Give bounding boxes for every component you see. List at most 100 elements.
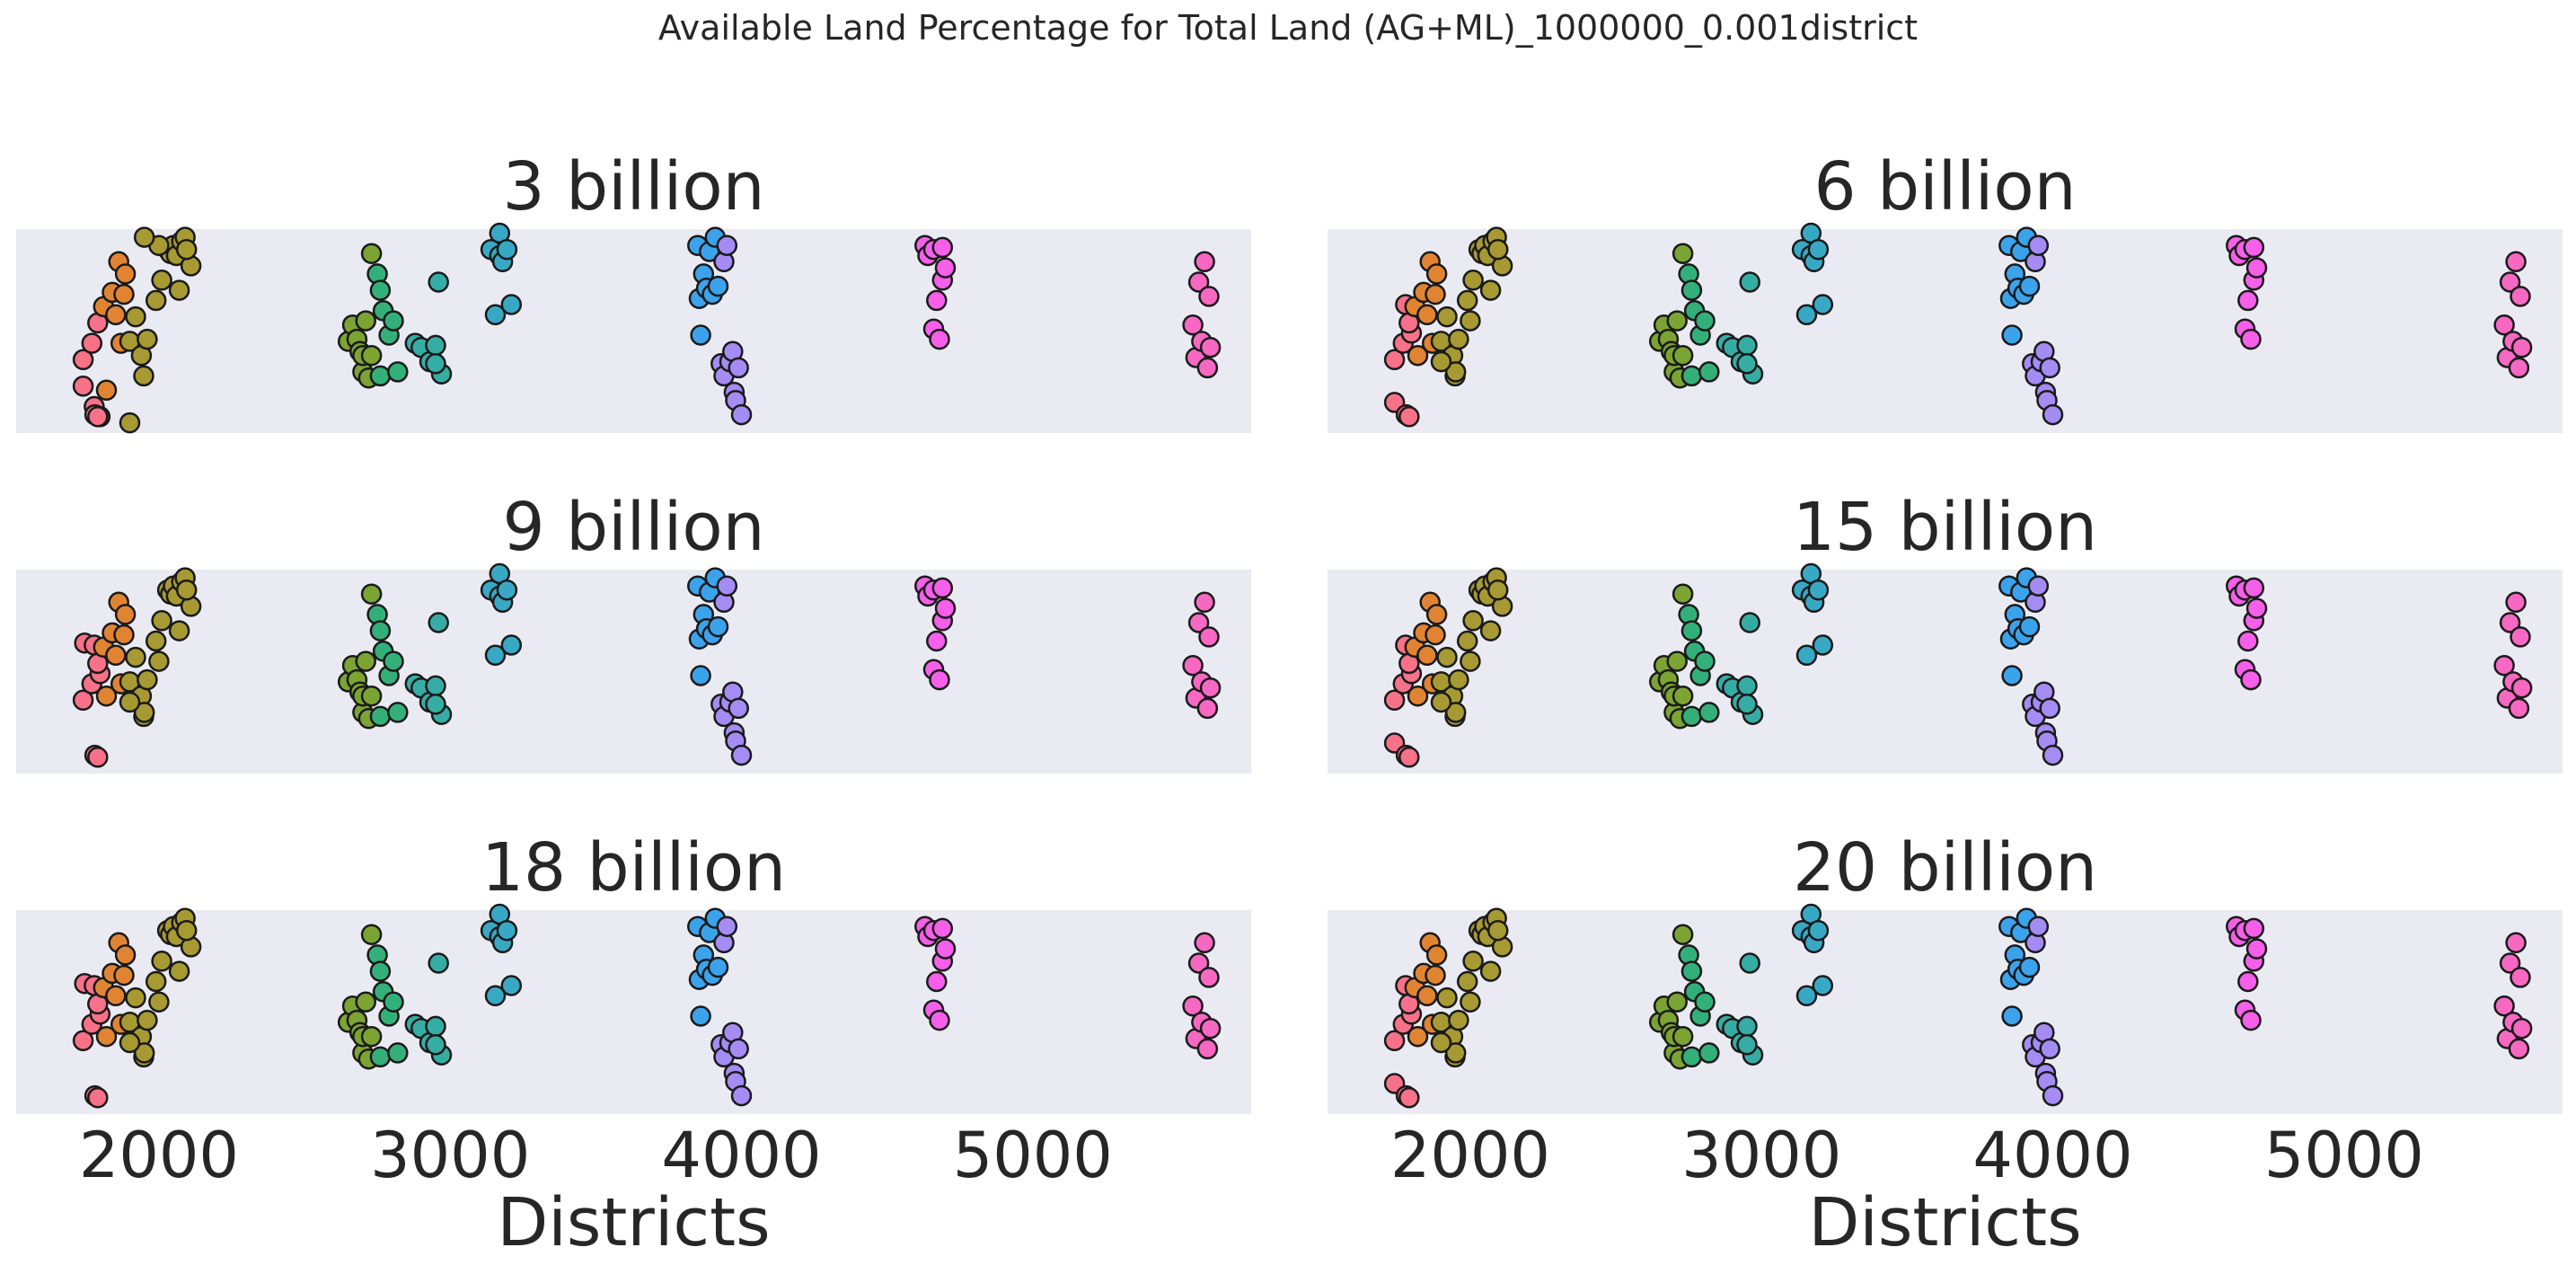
data-point	[1456, 289, 1478, 312]
data-point	[1479, 279, 1502, 301]
data-point	[1698, 1042, 1720, 1064]
data-point	[428, 271, 449, 293]
data-point	[113, 624, 135, 646]
panel-title: 15 billion	[1793, 489, 2097, 566]
data-point	[1739, 612, 1760, 633]
data-point	[484, 985, 507, 1007]
data-point	[500, 975, 523, 996]
data-point	[2039, 1038, 2060, 1060]
panels-group: 3 billion 6 billion 9 billion 15 billion 18 …	[16, 148, 2563, 1261]
data-point	[72, 1030, 94, 1052]
data-point	[95, 379, 118, 402]
data-point	[1436, 305, 1458, 328]
data-point	[2493, 995, 2515, 1017]
data-point	[1672, 924, 1694, 945]
data-point	[119, 411, 141, 434]
data-point	[730, 403, 753, 426]
data-point	[1416, 644, 1438, 667]
data-point	[2505, 591, 2527, 614]
data-point	[425, 334, 446, 357]
data-point	[425, 1015, 446, 1038]
data-point	[387, 1042, 409, 1064]
data-point	[2243, 236, 2265, 259]
data-point	[87, 747, 109, 768]
data-point	[1436, 646, 1458, 668]
data-point	[145, 289, 167, 312]
data-point	[1795, 644, 1818, 667]
data-point	[2508, 1038, 2530, 1060]
figure-suptitle: Available Land Percentage for Total Land…	[658, 8, 1918, 48]
data-point	[1407, 685, 1429, 707]
data-point	[151, 610, 172, 632]
data-point	[728, 1038, 749, 1060]
data-point	[1456, 970, 1478, 993]
data-point	[1807, 238, 1830, 261]
data-point	[931, 577, 954, 599]
panel-background	[16, 229, 1251, 433]
data-point	[133, 226, 155, 248]
data-point	[1444, 361, 1467, 383]
data-point	[168, 960, 190, 982]
data-point	[2001, 324, 2023, 346]
data-point	[175, 238, 198, 261]
data-point	[145, 970, 167, 993]
data-point	[728, 357, 749, 379]
data-point	[425, 1034, 446, 1056]
data-point	[369, 279, 392, 301]
data-point	[428, 952, 449, 974]
data-point	[1666, 310, 1688, 332]
data-point	[369, 620, 392, 641]
data-point	[119, 1031, 141, 1054]
data-point	[707, 275, 729, 297]
data-point	[133, 365, 154, 387]
data-point	[1479, 620, 1502, 641]
data-point	[2018, 615, 2041, 638]
data-point	[1196, 357, 1219, 379]
panel-title: 3 billion	[503, 148, 765, 226]
data-point	[716, 234, 738, 256]
data-point	[2027, 916, 2050, 937]
data-point	[2493, 314, 2515, 336]
data-point	[1430, 691, 1452, 713]
data-point	[484, 304, 507, 326]
data-point	[148, 650, 170, 672]
data-point	[1736, 353, 1758, 375]
data-point	[2508, 357, 2530, 379]
data-point	[934, 938, 957, 960]
data-point	[1460, 310, 1481, 332]
data-point	[387, 702, 409, 723]
data-point	[2245, 257, 2268, 279]
data-point	[1407, 1025, 1429, 1048]
data-point	[355, 991, 376, 1013]
data-point	[2510, 967, 2531, 988]
data-point	[72, 689, 94, 712]
data-point	[1462, 610, 1484, 632]
data-point	[1460, 991, 1481, 1013]
data-point	[1448, 328, 1469, 350]
data-point	[1194, 251, 1215, 273]
data-point	[931, 236, 954, 259]
data-point	[2018, 956, 2041, 978]
data-point	[926, 289, 948, 312]
data-point	[931, 917, 954, 940]
x-tick-label: 4000	[1972, 1119, 2132, 1192]
data-point	[125, 986, 146, 1009]
data-point	[1194, 932, 1215, 954]
data-point	[369, 1046, 392, 1068]
data-point	[383, 991, 404, 1013]
data-point	[496, 238, 518, 261]
data-point	[1182, 314, 1204, 336]
panel-title: 18 billion	[481, 829, 786, 907]
data-point	[1444, 702, 1467, 723]
data-point	[2245, 597, 2268, 619]
data-point	[1681, 960, 1703, 982]
data-point	[1486, 579, 1509, 601]
data-point	[360, 924, 383, 945]
data-point	[728, 697, 749, 720]
panel-title: 9 billion	[503, 489, 765, 566]
data-point	[1182, 654, 1204, 677]
data-point	[1681, 365, 1703, 387]
x-tick-label: 2000	[79, 1119, 239, 1192]
data-point	[105, 985, 127, 1007]
data-point	[151, 951, 172, 972]
